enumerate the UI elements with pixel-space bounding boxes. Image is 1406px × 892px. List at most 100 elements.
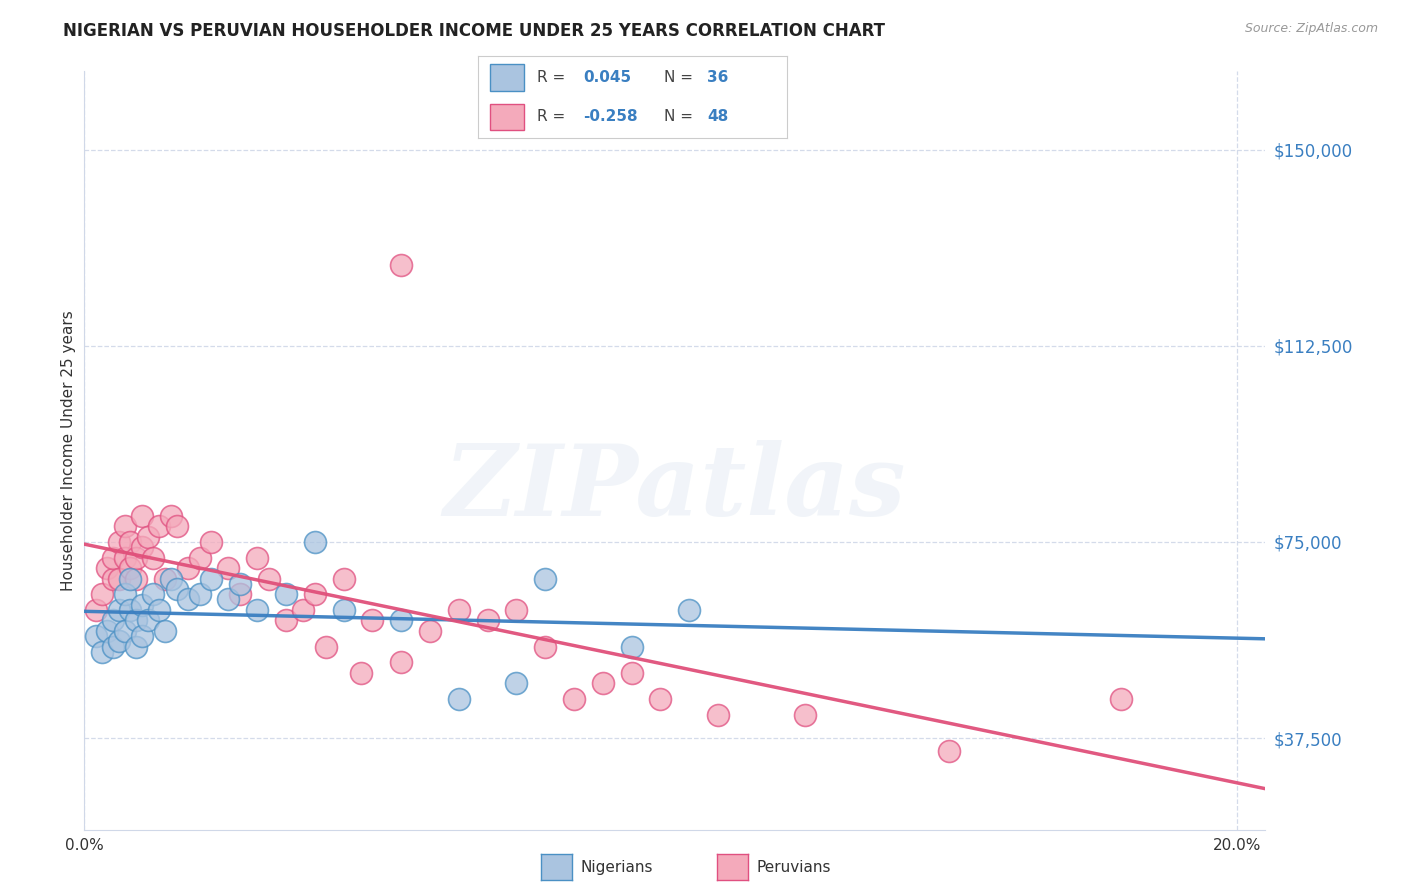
Point	[707, 707, 730, 722]
Point	[505, 676, 527, 690]
Point	[90, 645, 112, 659]
Point	[120, 572, 142, 586]
Point	[217, 561, 239, 575]
Point	[125, 640, 148, 654]
Point	[361, 614, 384, 628]
Point	[188, 587, 211, 601]
Point	[108, 634, 131, 648]
Point	[274, 587, 297, 601]
Point	[274, 614, 297, 628]
Point	[125, 572, 148, 586]
Point	[148, 603, 170, 617]
Point	[592, 676, 614, 690]
Point	[136, 530, 159, 544]
Point	[101, 614, 124, 628]
Point	[1111, 691, 1133, 706]
Point	[793, 707, 815, 722]
Point	[114, 587, 136, 601]
Point	[389, 258, 412, 272]
Point	[101, 550, 124, 565]
Point	[101, 640, 124, 654]
Point	[650, 691, 672, 706]
Point	[142, 550, 165, 565]
Point	[177, 561, 200, 575]
Point	[120, 603, 142, 617]
Text: N =: N =	[664, 110, 697, 124]
Point	[505, 603, 527, 617]
Point	[166, 519, 188, 533]
Point	[620, 640, 643, 654]
Text: R =: R =	[537, 70, 569, 85]
Point	[159, 572, 181, 586]
FancyBboxPatch shape	[491, 103, 524, 130]
Point	[125, 614, 148, 628]
Text: Nigerians: Nigerians	[581, 860, 654, 874]
Point	[229, 576, 252, 591]
Point	[114, 519, 136, 533]
Text: Source: ZipAtlas.com: Source: ZipAtlas.com	[1244, 22, 1378, 36]
FancyBboxPatch shape	[491, 64, 524, 91]
Point	[114, 624, 136, 638]
Point	[159, 508, 181, 523]
Point	[120, 535, 142, 549]
Point	[350, 665, 373, 680]
Point	[84, 629, 107, 643]
Point	[938, 744, 960, 758]
Point	[84, 603, 107, 617]
Point	[332, 603, 354, 617]
Point	[131, 508, 153, 523]
Point	[419, 624, 441, 638]
Point	[447, 603, 470, 617]
Point	[108, 535, 131, 549]
Point	[217, 592, 239, 607]
Point	[304, 587, 326, 601]
Point	[315, 640, 337, 654]
Point	[108, 603, 131, 617]
Point	[177, 592, 200, 607]
Point	[131, 629, 153, 643]
Point	[153, 624, 176, 638]
Point	[188, 550, 211, 565]
Point	[148, 519, 170, 533]
Text: -0.258: -0.258	[583, 110, 638, 124]
Point	[166, 582, 188, 596]
Point	[292, 603, 315, 617]
Point	[620, 665, 643, 680]
Text: N =: N =	[664, 70, 697, 85]
Point	[447, 691, 470, 706]
Point	[153, 572, 176, 586]
Text: ZIPatlas: ZIPatlas	[444, 440, 905, 537]
Point	[120, 561, 142, 575]
Point	[96, 561, 118, 575]
Point	[562, 691, 585, 706]
Point	[96, 624, 118, 638]
Point	[678, 603, 700, 617]
Text: R =: R =	[537, 110, 569, 124]
Point	[101, 572, 124, 586]
Point	[114, 550, 136, 565]
Text: 0.045: 0.045	[583, 70, 631, 85]
Text: NIGERIAN VS PERUVIAN HOUSEHOLDER INCOME UNDER 25 YEARS CORRELATION CHART: NIGERIAN VS PERUVIAN HOUSEHOLDER INCOME …	[63, 22, 886, 40]
Point	[125, 550, 148, 565]
Point	[229, 587, 252, 601]
Point	[142, 587, 165, 601]
Point	[477, 614, 499, 628]
Text: 36: 36	[707, 70, 728, 85]
Point	[200, 572, 222, 586]
Text: Peruvians: Peruvians	[756, 860, 831, 874]
Y-axis label: Householder Income Under 25 years: Householder Income Under 25 years	[60, 310, 76, 591]
Point	[534, 572, 557, 586]
Point	[246, 603, 269, 617]
Point	[332, 572, 354, 586]
Point	[246, 550, 269, 565]
Point	[131, 598, 153, 612]
Point	[534, 640, 557, 654]
Point	[389, 614, 412, 628]
Point	[136, 614, 159, 628]
Point	[108, 572, 131, 586]
Point	[200, 535, 222, 549]
Point	[131, 540, 153, 554]
Point	[304, 535, 326, 549]
Point	[90, 587, 112, 601]
Text: 48: 48	[707, 110, 728, 124]
